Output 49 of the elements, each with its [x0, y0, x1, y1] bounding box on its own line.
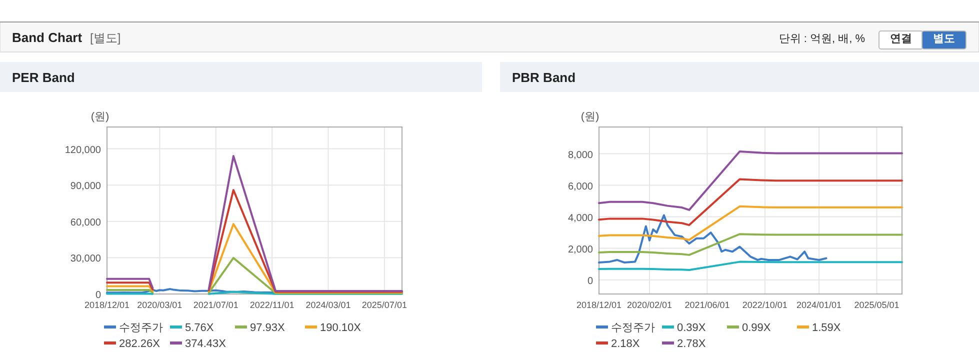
x-tick-label: 2020/03/01 [137, 300, 182, 310]
text: 연결 [890, 33, 912, 45]
legend-label: 2.18X [611, 338, 640, 350]
y-tick-label: 0 [587, 276, 594, 287]
y-tick-label: 0 [95, 290, 102, 301]
x-tick-label: 2020/02/01 [626, 300, 672, 310]
legend-label: 282.26X [119, 338, 161, 350]
line-series [598, 205, 903, 241]
y-tick-label: 8,000 [568, 150, 594, 161]
legend-label: 190.10X [320, 322, 362, 334]
legend-label: 1.59X [812, 322, 842, 334]
x-tick-label: 2022/10/01 [742, 300, 788, 310]
y-tick-label: 90,000 [70, 181, 102, 192]
y-tick-label: 4,000 [568, 212, 594, 224]
chart-title: PBR Band [512, 70, 576, 85]
line-series [598, 214, 828, 264]
y-tick-label: 6,000 [568, 181, 594, 192]
x-tick-label: 2024/01/01 [796, 300, 842, 310]
y-tick-label: 60,000 [70, 217, 102, 228]
legend-label: 5.76X [185, 322, 214, 334]
text: 단위 : 억원, 배, % [778, 33, 866, 45]
x-tick-label: 2022/11/01 [250, 300, 294, 310]
text: 별도 [933, 33, 955, 45]
y-tick-label: 2,000 [568, 244, 594, 256]
y-axis-title: (원) [90, 111, 110, 123]
legend-label: 0.99X [742, 322, 772, 334]
line-series [598, 178, 903, 226]
y-axis-title: (원) [580, 111, 600, 123]
y-tick-label: 30,000 [70, 254, 102, 265]
legend-label: 97.93X [250, 322, 286, 334]
legend-label: 2.78X [677, 338, 706, 350]
x-tick-label: 2018/12/01 [84, 300, 130, 310]
legend-label: 수정주가 [119, 322, 163, 334]
x-tick-label: 2021/06/01 [684, 300, 730, 310]
x-tick-label: 2018/12/01 [576, 300, 622, 310]
x-tick-label: 2025/07/01 [362, 300, 407, 310]
y-tick-label: 120,000 [64, 144, 102, 156]
legend-label: 374.43X [185, 338, 227, 350]
x-tick-label: 2025/05/01 [854, 300, 900, 310]
legend-label: 0.39X [677, 322, 706, 334]
line-series [598, 233, 903, 256]
text: Band Chart [12, 30, 83, 45]
x-tick-label: 2021/07/01 [193, 300, 238, 310]
x-tick-label: 2024/03/01 [306, 300, 351, 310]
line-series [598, 150, 903, 211]
text: [별도] [90, 31, 121, 45]
line-series [598, 260, 903, 272]
chart-title: PER Band [12, 70, 75, 85]
legend-label: 수정주가 [611, 322, 655, 334]
